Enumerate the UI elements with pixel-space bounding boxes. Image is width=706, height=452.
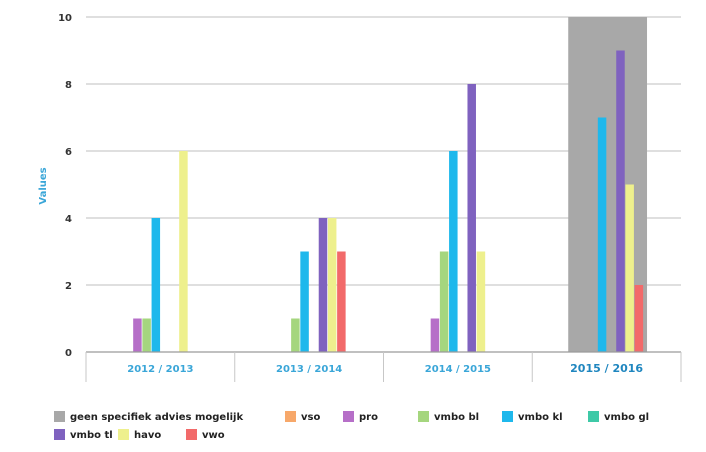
legend-item: vwo xyxy=(186,429,225,441)
legend-item: pro xyxy=(343,411,378,423)
legend-item: vmbo kl xyxy=(502,411,563,423)
bar-vmbo-tl-2 xyxy=(467,84,476,352)
y-tick-label: 8 xyxy=(65,80,72,91)
x-tick-label: 2012 / 2013 xyxy=(127,364,193,375)
bar-vmbo-kl-1 xyxy=(300,251,309,352)
bar-havo-2 xyxy=(476,251,486,352)
legend-item: vso xyxy=(285,411,320,423)
legend-label: vso xyxy=(301,412,320,423)
y-tick-label: 2 xyxy=(65,281,72,292)
bar-vmbo-bl-2 xyxy=(439,251,449,352)
legend-swatch xyxy=(418,411,429,422)
y-tick-label: 10 xyxy=(58,13,72,24)
legend-label: vmbo kl xyxy=(518,412,563,423)
y-tick-label: 6 xyxy=(65,147,72,158)
bar-vmbo-tl-3 xyxy=(616,50,625,352)
x-tick-label: 2013 / 2014 xyxy=(276,364,342,375)
bar-layer xyxy=(133,17,648,352)
legend-swatch xyxy=(285,411,296,422)
axis-layer: 0 2 4 6 8 10 2012 / 2013 2013 / 2014 2014 / 2015… xyxy=(58,13,682,382)
legend-item: havo xyxy=(118,429,161,441)
bar-vmbo-kl-2 xyxy=(449,151,458,352)
bar-vmbo-bl-0 xyxy=(142,318,151,352)
y-axis-label: Values xyxy=(38,167,49,204)
legend-swatch xyxy=(54,411,65,422)
legend-swatch xyxy=(588,411,599,422)
legend-label: pro xyxy=(359,412,378,423)
bar-vwo-1 xyxy=(337,251,346,352)
legend-label: vmbo bl xyxy=(434,412,479,423)
legend-item: vmbo bl xyxy=(418,411,479,423)
y-tick-label: 4 xyxy=(65,214,72,225)
legend-swatch xyxy=(54,429,65,440)
legend-swatch xyxy=(186,429,197,440)
bar-vmbo-kl-3 xyxy=(597,117,607,352)
legend-label: vmbo gl xyxy=(604,412,649,423)
bar-pro-2 xyxy=(430,318,440,352)
x-tick-label: 2014 / 2015 xyxy=(425,364,491,375)
legend-swatch xyxy=(118,429,129,440)
bar-havo-0 xyxy=(179,151,188,352)
bar-vwo-3 xyxy=(634,285,644,352)
x-tick-label: 2015 / 2016 xyxy=(570,362,643,375)
bar-havo-1 xyxy=(327,218,337,352)
legend-swatch xyxy=(343,411,354,422)
legend-swatch xyxy=(502,411,513,422)
legend: geen specifiek advies mogelijk vso pro vmbo… xyxy=(54,411,649,441)
bar-vmbo-kl-0 xyxy=(151,218,161,352)
legend-item: vmbo tl xyxy=(54,429,113,441)
legend-label: havo xyxy=(134,430,161,441)
legend-label: vwo xyxy=(202,430,225,441)
legend-label: vmbo tl xyxy=(70,430,113,441)
bar-vmbo-tl-1 xyxy=(318,218,328,352)
legend-item: geen specifiek advies mogelijk xyxy=(54,411,243,423)
y-tick-label: 0 xyxy=(65,348,72,359)
bar-havo-3 xyxy=(625,184,634,352)
legend-label: geen specifiek advies mogelijk xyxy=(70,412,243,423)
bar-pro-0 xyxy=(133,318,142,352)
legend-item: vmbo gl xyxy=(588,411,649,423)
bar-vmbo-bl-1 xyxy=(291,318,300,352)
